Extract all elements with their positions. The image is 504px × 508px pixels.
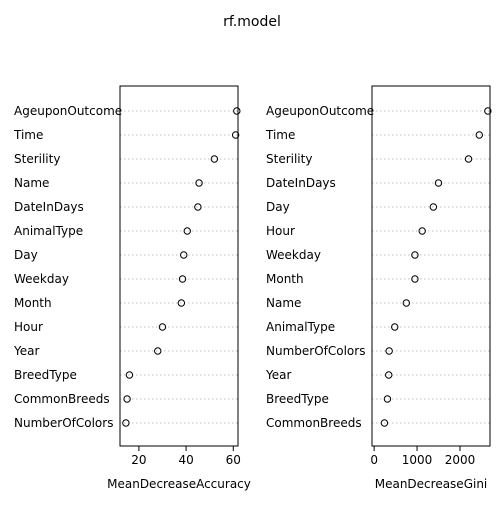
panel-mean-decrease-gini: AgeuponOutcome Time Sterility DateInDays Day… bbox=[265, 85, 492, 491]
point-name bbox=[195, 179, 203, 187]
point-ageupon-outcome bbox=[233, 107, 241, 115]
point-hour bbox=[418, 227, 426, 235]
point-time bbox=[231, 131, 240, 139]
category-label: CommonBreeds bbox=[14, 392, 110, 406]
point-name bbox=[402, 299, 411, 307]
x-tick-label: 20 bbox=[131, 453, 146, 467]
point-animal-type bbox=[183, 227, 191, 235]
point-day bbox=[180, 251, 188, 259]
category-label: AnimalType bbox=[14, 224, 83, 238]
category-label: Sterility bbox=[14, 152, 60, 166]
category-label: Weekday bbox=[266, 248, 321, 262]
point-date-in-days bbox=[434, 179, 443, 187]
point-weekday bbox=[178, 275, 187, 283]
point-date-in-days bbox=[194, 203, 202, 211]
point-number-of-colors bbox=[122, 419, 130, 427]
x-axis-label: MeanDecreaseAccuracy bbox=[107, 477, 251, 491]
category-label: Time bbox=[13, 128, 43, 142]
category-label: BreedType bbox=[14, 368, 77, 382]
category-label: Name bbox=[14, 176, 49, 190]
point-month bbox=[411, 275, 419, 283]
x-axis-label: MeanDecreaseGini bbox=[375, 477, 488, 491]
category-label: DateInDays bbox=[14, 200, 84, 214]
x-tick-label: 2000 bbox=[445, 453, 476, 467]
x-tick-label: 1000 bbox=[402, 453, 433, 467]
category-label: Month bbox=[14, 296, 52, 310]
category-label: Time bbox=[265, 128, 295, 142]
category-label: CommonBreeds bbox=[266, 416, 362, 430]
point-time bbox=[475, 131, 483, 139]
chart-title: rf.model bbox=[223, 14, 281, 30]
category-label: BreedType bbox=[266, 392, 329, 406]
panel-mean-decrease-accuracy: AgeuponOutcome Time Sterility Name DateInDay… bbox=[13, 85, 251, 491]
point-hour bbox=[158, 323, 167, 331]
category-label: Hour bbox=[266, 224, 295, 238]
point-year bbox=[154, 347, 162, 355]
category-label: DateInDays bbox=[266, 176, 336, 190]
category-label: Year bbox=[13, 344, 39, 358]
category-label: Month bbox=[266, 272, 304, 286]
point-breed-type bbox=[125, 371, 134, 379]
point-breed-type bbox=[383, 395, 392, 403]
plot-frame bbox=[371, 85, 491, 447]
point-animal-type bbox=[391, 323, 399, 331]
point-common-breeds bbox=[380, 419, 389, 427]
category-label: AgeuponOutcome bbox=[266, 104, 374, 118]
point-ageupon-outcome bbox=[484, 107, 492, 115]
point-day bbox=[429, 203, 438, 211]
x-tick-label: 40 bbox=[178, 453, 193, 467]
category-label: Day bbox=[14, 248, 38, 262]
x-tick-label: 60 bbox=[226, 453, 241, 467]
point-number-of-colors bbox=[385, 347, 393, 355]
point-sterility bbox=[464, 155, 473, 163]
category-label: Year bbox=[265, 368, 291, 382]
point-common-breeds bbox=[123, 395, 131, 403]
x-tick-label: 0 bbox=[370, 453, 378, 467]
plot-frame bbox=[119, 85, 239, 447]
category-label: AgeuponOutcome bbox=[14, 104, 122, 118]
point-month bbox=[177, 299, 186, 307]
category-label: Hour bbox=[14, 320, 43, 334]
category-label: NumberOfColors bbox=[14, 416, 113, 430]
point-weekday bbox=[411, 251, 419, 259]
category-label: Weekday bbox=[14, 272, 69, 286]
category-label: NumberOfColors bbox=[266, 344, 365, 358]
category-label: Day bbox=[266, 200, 290, 214]
point-sterility bbox=[210, 155, 219, 163]
point-year bbox=[385, 371, 393, 379]
category-label: Sterility bbox=[266, 152, 312, 166]
category-label: AnimalType bbox=[266, 320, 335, 334]
category-label: Name bbox=[266, 296, 301, 310]
